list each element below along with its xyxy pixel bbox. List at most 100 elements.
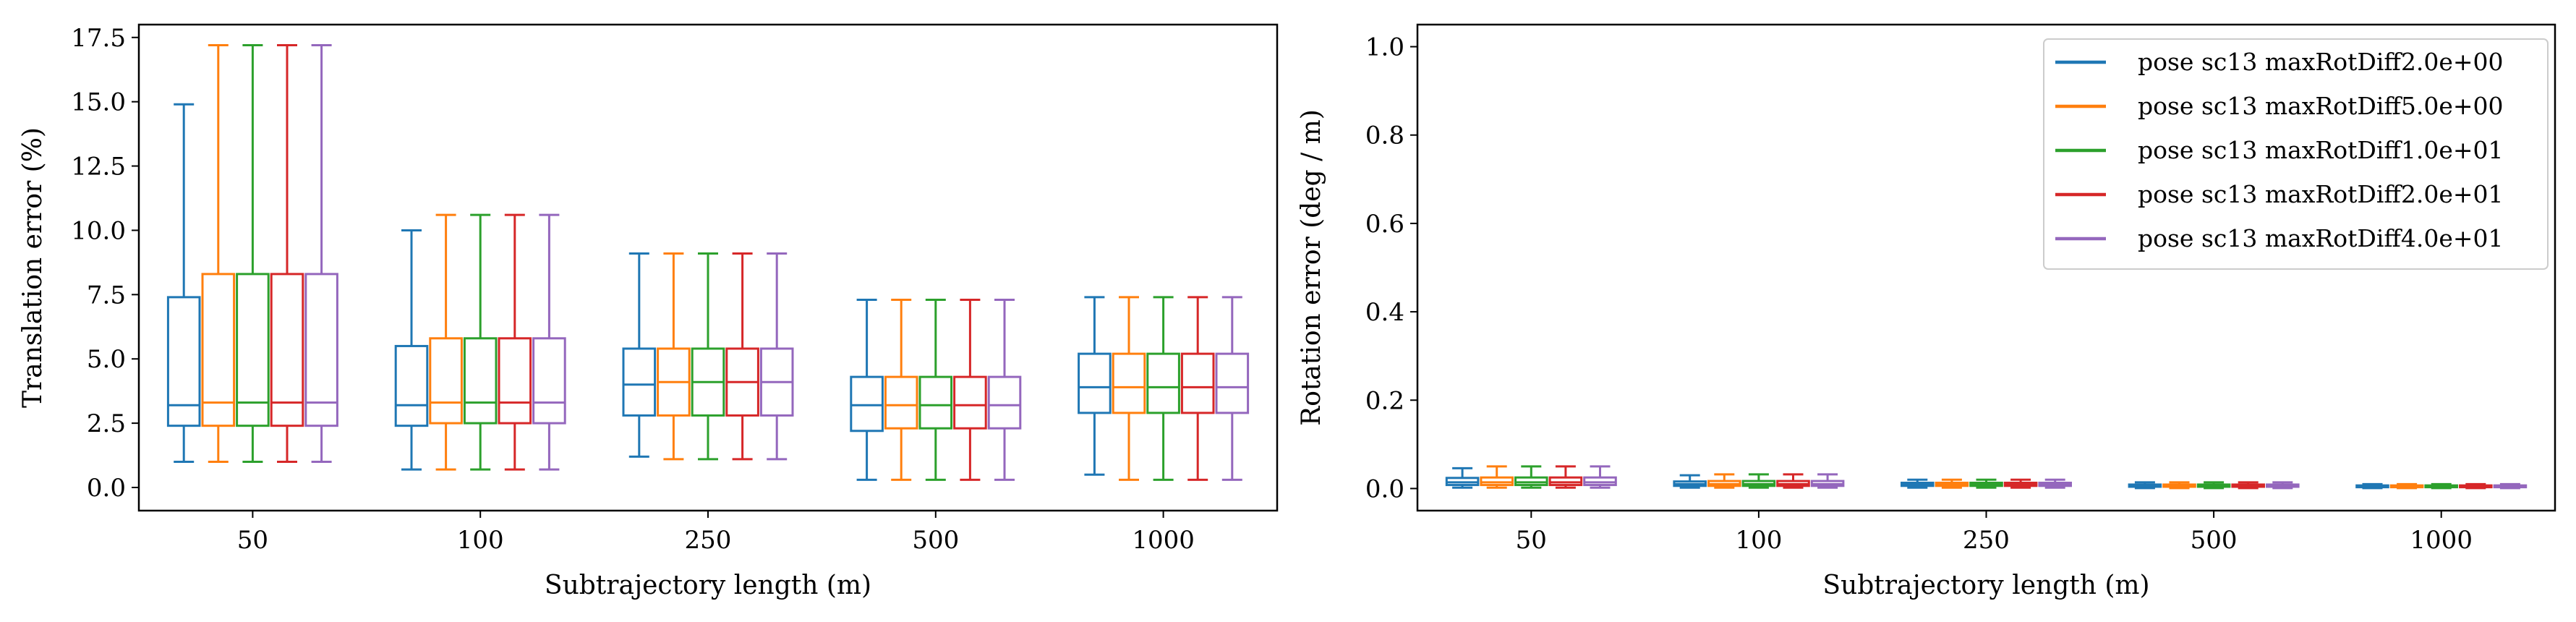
y-tick-label: 0.0 — [87, 474, 126, 503]
box — [304, 273, 338, 427]
box-plot — [1935, 478, 1969, 489]
box-plot — [2231, 481, 2265, 490]
y-tick-label: 0.6 — [1365, 210, 1404, 239]
box-plot — [236, 43, 270, 463]
box — [498, 337, 532, 425]
box — [463, 337, 498, 425]
legend-item: pose sc13 maxRotDiff2.0e+00 — [2055, 48, 2504, 76]
y-tick-label: 0.0 — [1365, 474, 1404, 503]
box-plot — [1810, 473, 1845, 489]
legend-label: pose sc13 maxRotDiff4.0e+01 — [2138, 224, 2504, 252]
box-plot — [270, 43, 304, 463]
y-tick-label: 2.5 — [87, 409, 126, 438]
box-plot — [2038, 478, 2072, 489]
y-tick-label: 12.5 — [71, 153, 126, 182]
box-plot — [1480, 465, 1514, 489]
legend-label: pose sc13 maxRotDiff2.0e+01 — [2138, 180, 2504, 208]
y-tick-label: 0.8 — [1365, 122, 1404, 150]
box-plot — [987, 298, 1022, 481]
box-plot — [1215, 296, 1250, 481]
box-plot — [463, 213, 498, 471]
box — [1112, 352, 1146, 414]
box — [201, 273, 236, 427]
box-plot — [657, 252, 691, 461]
box-plot — [691, 252, 725, 461]
box — [1078, 352, 1112, 414]
box-plot — [1741, 473, 1776, 489]
box — [1514, 476, 1548, 487]
box — [1548, 476, 1583, 487]
box-plot — [1548, 465, 1583, 489]
box-plot — [2162, 481, 2196, 490]
x-tick-label: 250 — [685, 526, 732, 555]
box — [622, 347, 657, 417]
legend-item: pose sc13 maxRotDiff5.0e+00 — [2055, 92, 2504, 120]
y-tick-label: 17.5 — [71, 24, 126, 53]
legend-frame — [2043, 38, 2549, 270]
box-plot — [953, 298, 987, 481]
box — [270, 273, 304, 427]
x-tick-label: 100 — [457, 526, 504, 555]
translation-error-panel: 0.0 2.5 5.0 7.5 10.0 12.5 15.0 17.5 50 100 250 500 1… — [18, 23, 1279, 600]
legend-label: pose sc13 maxRotDiff1.0e+01 — [2138, 136, 2504, 164]
box-plot — [725, 252, 759, 461]
y-tick-label: 7.5 — [87, 281, 126, 310]
y-tick-label: 5.0 — [87, 345, 126, 374]
box — [532, 337, 566, 425]
y-axis-label: Translation error (%) — [18, 127, 48, 408]
box — [429, 337, 463, 425]
box-plot — [1112, 296, 1146, 481]
box-plot — [304, 43, 338, 463]
box — [236, 273, 270, 427]
box-plot — [498, 213, 532, 471]
y-tick-label: 1.0 — [1365, 33, 1404, 62]
y-tick-label: 0.4 — [1365, 298, 1404, 327]
box-plot — [1078, 296, 1112, 476]
box-plot — [622, 252, 657, 458]
box-plot — [166, 103, 201, 463]
box-plot — [2424, 482, 2458, 490]
x-tick-label: 1000 — [1132, 526, 1195, 555]
box-plot — [2266, 481, 2300, 490]
box — [884, 375, 918, 430]
box-plot — [2459, 482, 2493, 490]
box-plot — [394, 229, 429, 471]
x-tick-label: 1000 — [2410, 526, 2473, 555]
box-plot — [2389, 482, 2424, 490]
box — [1215, 352, 1250, 414]
axes-frame — [137, 23, 1279, 512]
box — [1146, 352, 1180, 414]
box — [1180, 352, 1215, 414]
box — [953, 375, 987, 430]
box-plot — [1445, 466, 1480, 489]
legend-item: pose sc13 maxRotDiff4.0e+01 — [2055, 224, 2504, 252]
box-plot — [2128, 481, 2162, 490]
y-axis-label: Rotation error (deg / m) — [1297, 109, 1326, 426]
legend: pose sc13 maxRotDiff2.0e+00 pose sc13 max… — [2043, 38, 2549, 270]
box-plot — [1514, 465, 1548, 489]
box-plot — [201, 43, 236, 463]
x-tick-label: 500 — [912, 526, 959, 555]
box — [1480, 476, 1514, 487]
box-plot — [1707, 473, 1741, 489]
x-axis-label: Subtrajectory length (m) — [545, 571, 871, 600]
box-plot — [759, 252, 794, 461]
x-axis-label: Subtrajectory length (m) — [1822, 571, 2149, 600]
box-plot — [1776, 473, 1810, 489]
box-plot — [532, 213, 566, 471]
box-plot — [1583, 465, 1617, 489]
box-plot — [1180, 296, 1215, 481]
box-plot — [2196, 481, 2231, 490]
axes-frame — [1416, 23, 2556, 512]
box — [987, 375, 1022, 430]
box-plot — [2355, 482, 2389, 490]
box-plot — [1146, 296, 1180, 481]
legend-label: pose sc13 maxRotDiff2.0e+00 — [2138, 48, 2504, 76]
box-plot — [1969, 478, 2003, 489]
y-tick-label: 0.2 — [1365, 386, 1404, 415]
box — [850, 375, 884, 433]
rotation-error-panel: 0.0 0.2 0.4 0.6 0.8 1.0 50 100 250 500 1000 Subtraj… — [1297, 23, 2556, 600]
box — [166, 296, 201, 427]
x-tick-label: 50 — [1516, 526, 1547, 555]
